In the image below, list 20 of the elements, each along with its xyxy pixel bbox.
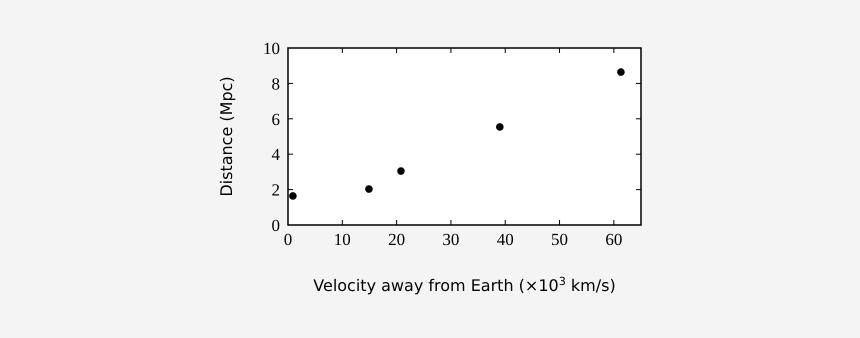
x-tick-label: 0 xyxy=(284,230,292,249)
x-tick-label: 30 xyxy=(442,230,460,249)
y-axis-title: Distance (Mpc) xyxy=(217,76,236,197)
point xyxy=(617,68,625,76)
y-tick-label: 8 xyxy=(272,74,280,94)
y-tick-label: 2 xyxy=(272,180,280,200)
y-tick-label: 0 xyxy=(272,216,280,235)
point xyxy=(496,123,504,131)
y-tick-label: 6 xyxy=(272,110,280,129)
x-tick-label: 20 xyxy=(388,230,406,249)
x-tick-label: 50 xyxy=(551,230,568,249)
point xyxy=(365,185,373,193)
y-tick-label: 10 xyxy=(263,38,280,58)
x-tick-label: 60 xyxy=(605,230,622,249)
point xyxy=(289,192,297,200)
y-tick-label: 4 xyxy=(272,145,280,164)
point xyxy=(397,167,405,175)
x-tick-label: 10 xyxy=(334,230,351,249)
x-tick-label: 40 xyxy=(496,230,514,249)
x-axis-title: Velocity away from Earth (×10$^{3}$ km/s) xyxy=(313,274,616,295)
